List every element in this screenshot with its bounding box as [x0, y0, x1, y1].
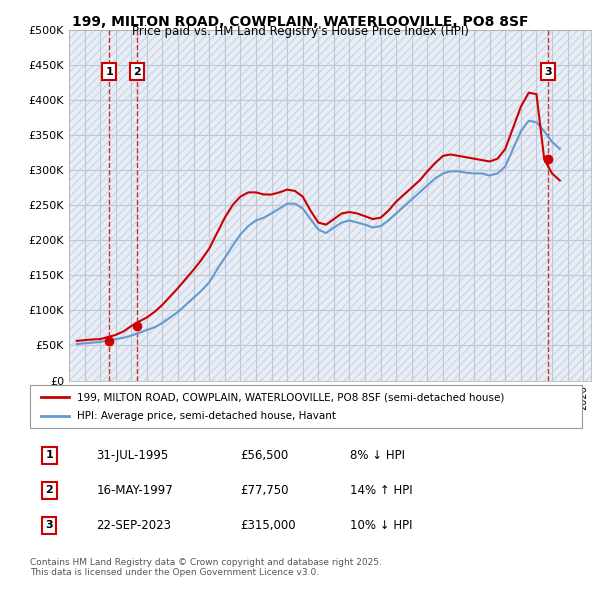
Text: £315,000: £315,000: [240, 519, 295, 532]
FancyBboxPatch shape: [30, 385, 582, 428]
Text: 199, MILTON ROAD, COWPLAIN, WATERLOOVILLE, PO8 8SF (semi-detached house): 199, MILTON ROAD, COWPLAIN, WATERLOOVILL…: [77, 392, 504, 402]
Text: 1: 1: [46, 451, 53, 460]
Text: 1: 1: [106, 67, 113, 77]
Text: £77,750: £77,750: [240, 484, 288, 497]
Text: Contains HM Land Registry data © Crown copyright and database right 2025.
This d: Contains HM Land Registry data © Crown c…: [30, 558, 382, 577]
Text: 199, MILTON ROAD, COWPLAIN, WATERLOOVILLE, PO8 8SF: 199, MILTON ROAD, COWPLAIN, WATERLOOVILL…: [72, 15, 528, 29]
Text: Price paid vs. HM Land Registry's House Price Index (HPI): Price paid vs. HM Land Registry's House …: [131, 25, 469, 38]
Text: 16-MAY-1997: 16-MAY-1997: [96, 484, 173, 497]
Text: 2: 2: [133, 67, 141, 77]
Text: 31-JUL-1995: 31-JUL-1995: [96, 449, 169, 462]
Text: 8% ↓ HPI: 8% ↓ HPI: [350, 449, 405, 462]
Text: £56,500: £56,500: [240, 449, 288, 462]
Text: 22-SEP-2023: 22-SEP-2023: [96, 519, 171, 532]
Text: 14% ↑ HPI: 14% ↑ HPI: [350, 484, 413, 497]
Text: 3: 3: [544, 67, 551, 77]
Text: 10% ↓ HPI: 10% ↓ HPI: [350, 519, 413, 532]
Text: 2: 2: [46, 486, 53, 496]
Text: HPI: Average price, semi-detached house, Havant: HPI: Average price, semi-detached house,…: [77, 411, 336, 421]
Text: 3: 3: [46, 520, 53, 530]
